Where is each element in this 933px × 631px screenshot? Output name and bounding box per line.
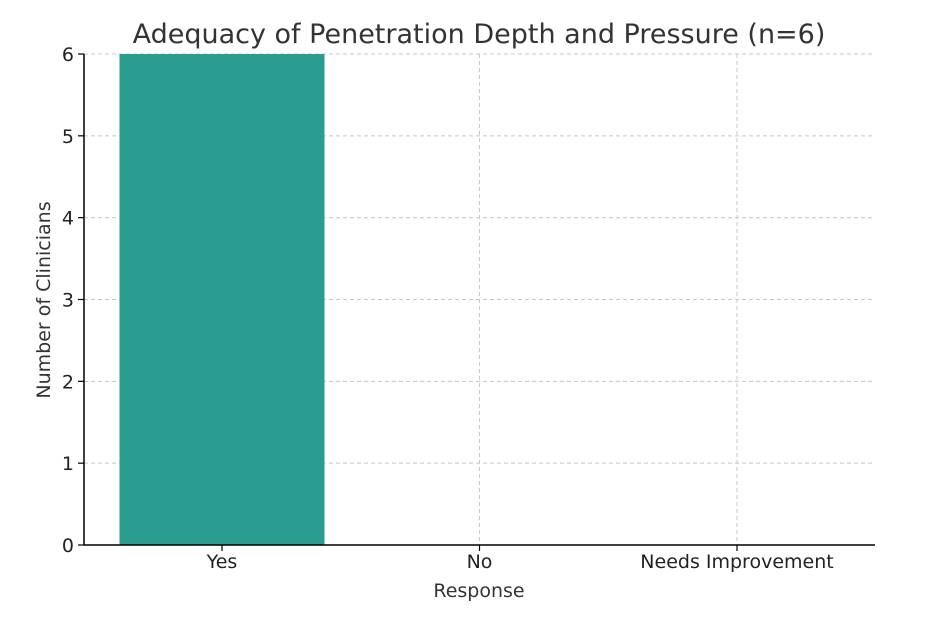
- x-tick-label: No: [467, 551, 493, 573]
- y-tick-label: 2: [62, 371, 74, 393]
- bar-yes: [119, 54, 325, 545]
- x-axis-label: Response: [433, 580, 524, 602]
- y-tick-label: 6: [62, 44, 74, 66]
- x-ticks: Yes No Needs Improvement: [206, 545, 834, 573]
- x-tick-label: Needs Improvement: [640, 551, 833, 573]
- y-tick-label: 3: [62, 290, 74, 312]
- chart-title: Adequacy of Penetration Depth and Pressu…: [133, 19, 826, 50]
- y-tick-label: 4: [62, 208, 74, 230]
- y-axis-label: Number of Clinicians: [33, 201, 55, 398]
- bars: [119, 54, 325, 545]
- y-tick-label: 0: [62, 535, 74, 557]
- y-tick-label: 5: [62, 126, 74, 148]
- y-ticks: 0 1 2 3 4 5 6: [62, 44, 84, 557]
- x-tick-label: Yes: [206, 551, 238, 573]
- y-tick-label: 1: [62, 453, 74, 475]
